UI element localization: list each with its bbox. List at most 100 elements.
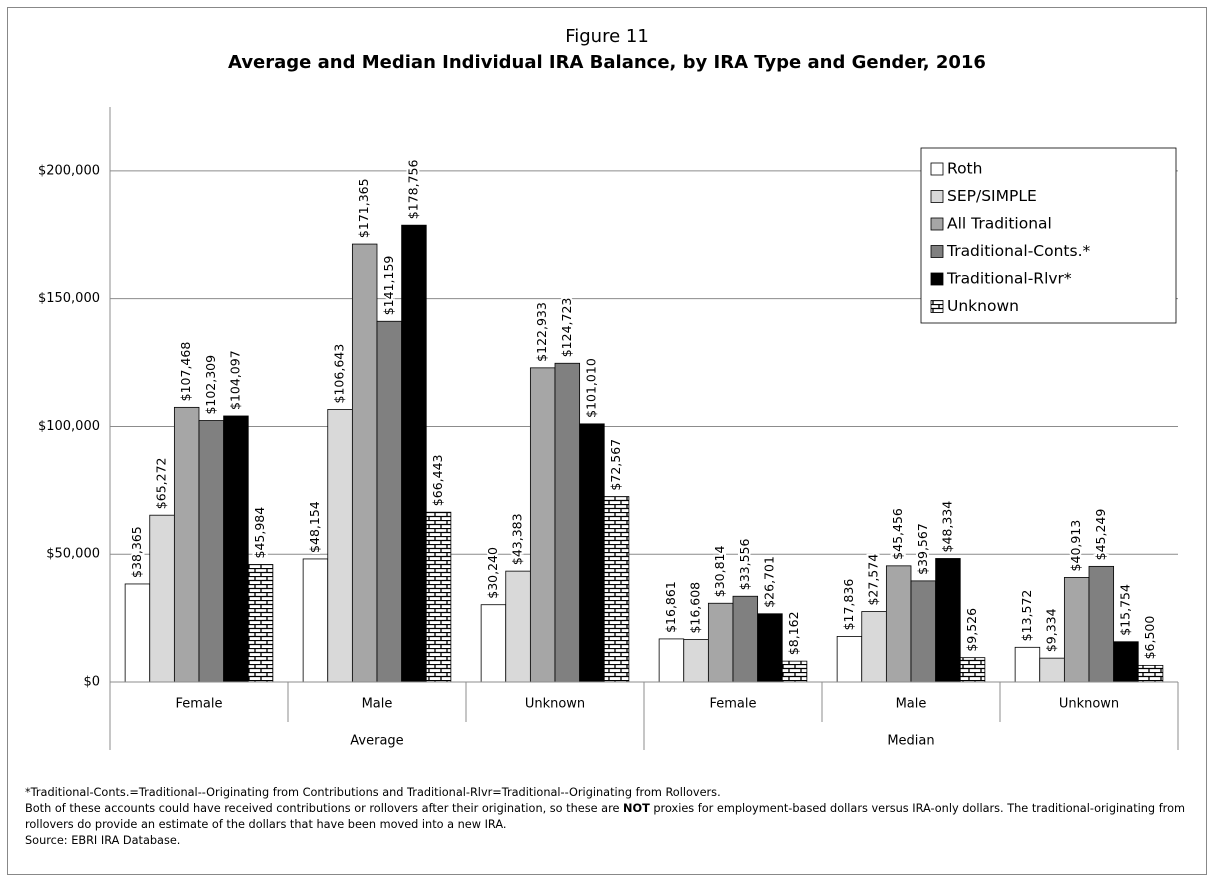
bar xyxy=(861,611,887,683)
x-tick-label: Female xyxy=(709,697,756,712)
data-label: $171,365 xyxy=(356,178,371,238)
data-label: $6,500 xyxy=(1142,616,1157,660)
bar xyxy=(836,636,863,683)
legend-swatch xyxy=(930,300,944,313)
data-label: $101,010 xyxy=(583,358,598,418)
y-tick-label: $150,000 xyxy=(38,291,100,306)
legend-swatch xyxy=(930,217,944,231)
x-tick-label: Unknown xyxy=(525,697,585,712)
bar xyxy=(683,639,709,683)
bar xyxy=(1063,577,1090,683)
data-label: $107,468 xyxy=(178,342,193,402)
data-label: $30,814 xyxy=(712,546,727,598)
y-tick-label: $100,000 xyxy=(38,419,100,434)
note: Source: EBRI IRA Database. xyxy=(25,833,1190,849)
data-label: $72,567 xyxy=(608,439,623,491)
x-tick-label: Female xyxy=(175,697,222,712)
bar xyxy=(529,367,556,683)
legend-label: Roth xyxy=(947,160,982,178)
data-label: $26,701 xyxy=(761,556,776,608)
bar xyxy=(1014,646,1041,683)
note-text: *Traditional-Conts.=Traditional--Origina… xyxy=(25,786,721,799)
bar xyxy=(1039,657,1065,683)
data-label: $45,984 xyxy=(252,507,267,559)
data-label: $33,556 xyxy=(737,539,752,591)
bar xyxy=(302,558,329,683)
data-label: $16,861 xyxy=(663,581,678,633)
bar xyxy=(658,638,685,683)
data-label: $40,913 xyxy=(1068,520,1083,572)
bar xyxy=(223,415,249,683)
legend-label: Traditional-Conts.* xyxy=(946,242,1091,260)
data-label: $122,933 xyxy=(534,302,549,362)
data-label: $66,443 xyxy=(430,454,445,506)
data-label: $124,723 xyxy=(559,298,574,358)
data-label: $141,159 xyxy=(381,256,396,316)
legend-label: All Traditional xyxy=(947,215,1052,233)
data-label: $48,334 xyxy=(939,501,954,553)
bar xyxy=(401,224,427,683)
data-label: $9,334 xyxy=(1044,608,1059,652)
x-tick-label: Male xyxy=(896,697,927,712)
data-label: $45,456 xyxy=(890,508,905,560)
data-label: $106,643 xyxy=(332,344,347,404)
legend-label: Unknown xyxy=(947,297,1019,315)
bar xyxy=(480,604,507,683)
bar xyxy=(732,595,759,683)
data-label: $43,383 xyxy=(510,513,525,565)
chart-border xyxy=(7,7,1207,875)
legend-box xyxy=(920,147,1177,324)
data-label: $9,526 xyxy=(964,608,979,652)
bar xyxy=(910,580,937,683)
data-label: $39,567 xyxy=(915,523,930,575)
data-label: $13,572 xyxy=(1019,590,1034,642)
bar xyxy=(351,243,378,683)
note: Both of these accounts could have receiv… xyxy=(25,801,1190,833)
x-tick-label: Male xyxy=(362,697,393,712)
note-text: proxies for employment-based dollars ver… xyxy=(25,802,1185,831)
data-label: $8,162 xyxy=(786,611,801,655)
bar xyxy=(173,406,200,683)
note: *Traditional-Conts.=Traditional--Origina… xyxy=(25,785,1190,801)
y-tick-label: $200,000 xyxy=(38,163,100,178)
bar xyxy=(149,514,175,683)
bar xyxy=(554,362,581,683)
legend-swatch xyxy=(930,190,944,203)
legend-label: Traditional-Rlvr* xyxy=(946,270,1072,288)
bar xyxy=(757,613,783,683)
bar xyxy=(781,660,808,683)
data-label: $48,154 xyxy=(307,501,322,553)
legend-label: SEP/SIMPLE xyxy=(947,187,1037,205)
bar xyxy=(935,558,961,683)
data-label: $45,249 xyxy=(1093,509,1108,561)
data-label: $104,097 xyxy=(227,350,242,410)
group-label: Average xyxy=(350,734,403,749)
note-text: NOT xyxy=(623,802,650,815)
legend-swatch xyxy=(930,245,944,258)
bar xyxy=(959,657,986,683)
data-label: $16,608 xyxy=(688,582,703,634)
chart-title: Average and Median Individual IRA Balanc… xyxy=(228,52,986,73)
data-label: $102,309 xyxy=(203,355,218,415)
bar xyxy=(603,496,630,683)
note-text: Both of these accounts could have receiv… xyxy=(25,802,624,815)
bar xyxy=(707,602,734,683)
bar xyxy=(579,423,605,683)
data-label: $27,574 xyxy=(866,554,881,606)
bar xyxy=(376,320,403,683)
bar xyxy=(124,583,151,683)
y-tick-label: $0 xyxy=(83,675,100,690)
data-label: $30,240 xyxy=(485,547,500,599)
bar xyxy=(247,564,274,683)
bar xyxy=(425,511,452,683)
bar xyxy=(1137,664,1164,683)
bar xyxy=(885,565,912,683)
legend-swatch xyxy=(930,272,944,286)
bar xyxy=(1088,565,1115,683)
figure-label: Figure 11 xyxy=(565,26,649,47)
bar xyxy=(505,570,531,683)
group-label: Median xyxy=(887,734,934,749)
x-tick-label: Unknown xyxy=(1059,697,1119,712)
